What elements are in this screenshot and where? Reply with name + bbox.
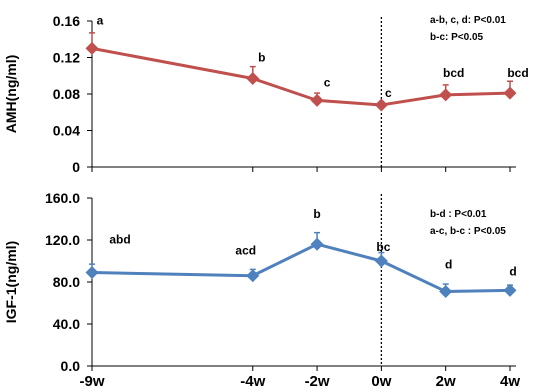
amh-y-tick-label: 0.12: [53, 50, 80, 66]
amh-point-marker: [374, 98, 388, 112]
igf1-y-tick-label: 40.0: [53, 316, 80, 332]
igf1-point-label: acd: [235, 244, 256, 258]
amh-y-tick-label: 0.16: [53, 13, 80, 29]
igf1-point-marker: [439, 284, 453, 298]
amh-point-label: c: [324, 75, 331, 89]
igf1-point-marker: [503, 283, 517, 297]
x-tick-label: -9w: [79, 373, 104, 387]
amh-y-tick-label: 0.04: [53, 123, 80, 139]
amh-significance-note: a-b, c, d: P<0.01: [430, 15, 506, 26]
igf1-y-tick-label: 0.0: [61, 358, 81, 374]
x-tick-label: 2w: [436, 373, 456, 387]
igf1-point-label: abd: [109, 233, 130, 247]
amh-y-axis-label: AMH(ng/ml): [3, 55, 19, 134]
amh-point-label: c: [385, 86, 392, 100]
amh-point-label: bcd: [507, 66, 528, 80]
amh-series-line: [91, 46, 511, 107]
igf1-point-marker: [246, 269, 260, 283]
x-tick-label: 0w: [371, 373, 391, 387]
amh-point-label: bcd: [443, 66, 464, 80]
amh-point-marker: [85, 41, 99, 55]
igf1-y-axis-label: IGF-1(ng/ml): [3, 241, 19, 323]
amh-significance-note: b-c: P<0.05: [430, 32, 484, 43]
igf1-series-line: [91, 242, 511, 293]
amh-y-tick-label: 0.08: [53, 86, 80, 102]
igf1-point-marker: [374, 254, 388, 268]
amh-point-marker: [439, 88, 453, 102]
igf1-point-marker: [85, 266, 99, 280]
amh-point-label: a: [97, 13, 104, 27]
amh-point-marker: [310, 93, 324, 107]
amh-point-label: b: [258, 50, 265, 64]
igf1-significance-note: a-c, b-c : P<0.05: [430, 226, 506, 237]
igf1-y-tick-label: 80.0: [53, 274, 80, 290]
amh-point-marker: [503, 86, 517, 100]
igf1-point-marker: [310, 237, 324, 251]
igf1-y-tick-label: 120.0: [45, 232, 80, 248]
igf1-point-label: bc: [376, 240, 390, 254]
igf1-point-label: d: [445, 257, 452, 271]
igf1-significance-note: b-d : P<0.01: [430, 209, 487, 220]
x-tick-label: 4w: [500, 373, 520, 387]
x-tick-label: -2w: [305, 373, 330, 387]
igf1-point-label: b: [313, 207, 320, 221]
x-tick-label: -4w: [240, 373, 265, 387]
amh-y-tick-label: 0: [72, 159, 80, 175]
igf1-point-label: d: [509, 264, 516, 278]
igf1-y-tick-label: 160.0: [45, 190, 80, 206]
amh-point-marker: [246, 71, 260, 85]
